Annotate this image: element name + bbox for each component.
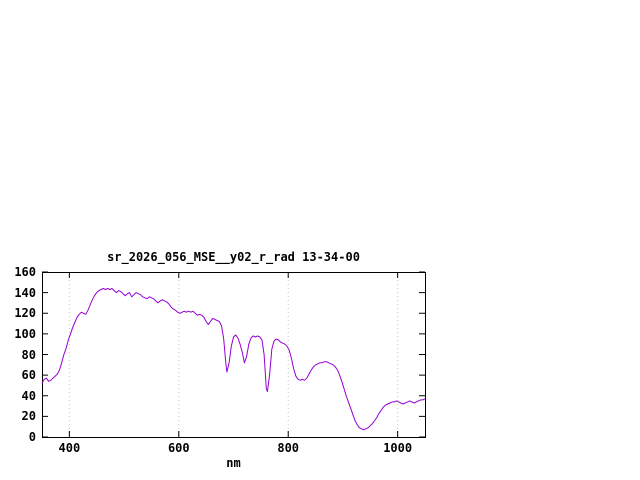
plot-border — [42, 272, 426, 438]
y-tick-label: 0 — [28, 430, 36, 444]
y-tick-label: 40 — [21, 388, 36, 403]
y-tick-label: 20 — [21, 409, 36, 424]
x-tick-label: 800 — [277, 441, 300, 455]
chart-title: sr_2026_056_MSE__y02_r_rad 13-34-00 — [107, 250, 360, 264]
y-tick-label: 160 — [14, 265, 36, 279]
x-tick-label: 600 — [167, 441, 190, 455]
x-axis-label: nm — [226, 456, 241, 470]
y-tick-label: 100 — [14, 326, 36, 341]
series-line — [41, 288, 426, 431]
y-tick-label: 60 — [21, 368, 36, 383]
y-tick-label: 140 — [14, 285, 36, 300]
x-tick-label: 400 — [58, 441, 81, 455]
x-tick-label: 1000 — [383, 441, 413, 455]
y-tick-label: 120 — [14, 306, 36, 321]
y-tick-label: 80 — [21, 347, 36, 362]
